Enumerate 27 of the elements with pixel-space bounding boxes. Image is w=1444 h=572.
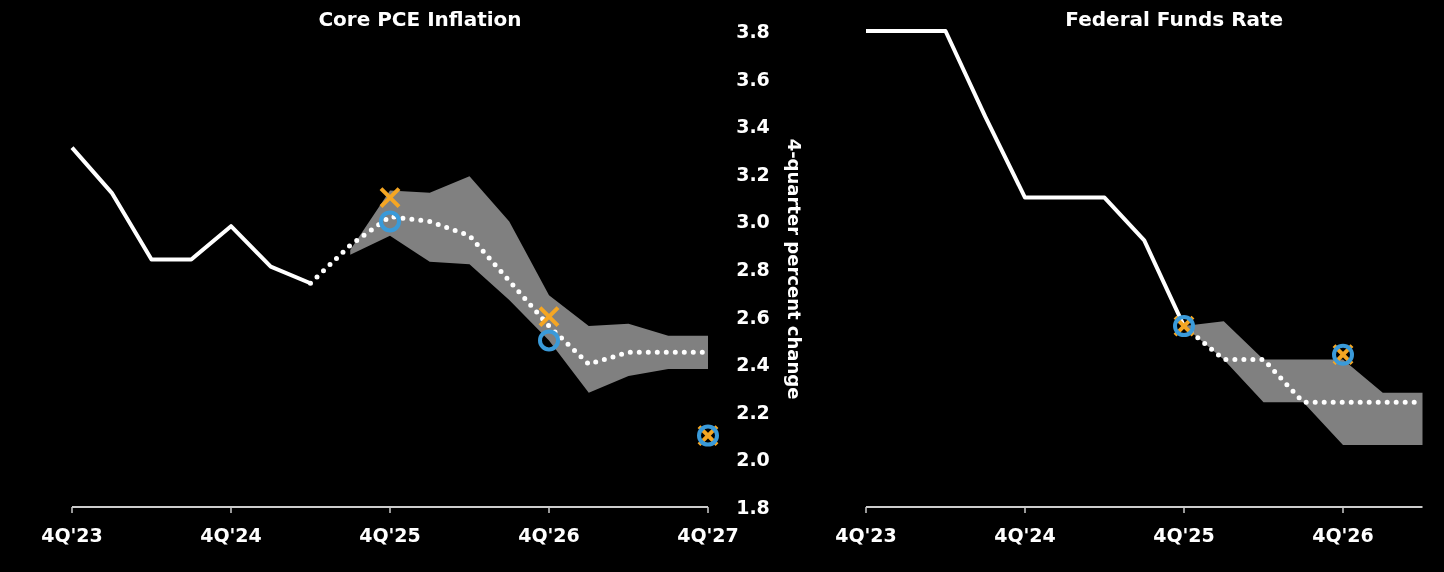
y-tick-label: 2.6 (736, 305, 770, 328)
x-tick-label: 4Q'24 (200, 524, 262, 546)
x-tick-label: 4Q'23 (41, 524, 103, 546)
x-tick-label: 4Q'24 (994, 524, 1056, 546)
y-tick-label: 2.2 (736, 400, 770, 423)
y-tick-label: 2.0 (736, 448, 770, 471)
y-tick-label: 1.8 (736, 496, 770, 518)
point (538, 305, 560, 328)
chart-title: Core PCE Inflation (318, 7, 522, 31)
x-tick-label: 4Q'27 (677, 524, 739, 546)
x-tick-label: 4Q'25 (1153, 524, 1215, 546)
point (379, 210, 401, 233)
x-tick-label: 4Q'25 (359, 524, 421, 546)
x-tick-label: 4Q'23 (835, 524, 897, 546)
y-tick-label: 3.8 (736, 20, 770, 42)
y-tick-label: 3.0 (736, 210, 770, 233)
y-axis-title: 4-quarter percent change (784, 138, 805, 400)
y-tick-label: 3.2 (736, 162, 770, 185)
chart-title: Federal Funds Rate (1065, 7, 1284, 31)
point (379, 186, 401, 209)
point (538, 329, 560, 352)
x-tick-label: 4Q'26 (518, 524, 580, 546)
y-tick-label: 3.4 (736, 115, 770, 138)
y-tick-label: 3.6 (736, 67, 770, 90)
x-tick-label: 4Q'26 (1312, 524, 1374, 546)
y-tick-label: 2.8 (736, 258, 770, 280)
y-tick-label: 2.4 (736, 353, 770, 376)
